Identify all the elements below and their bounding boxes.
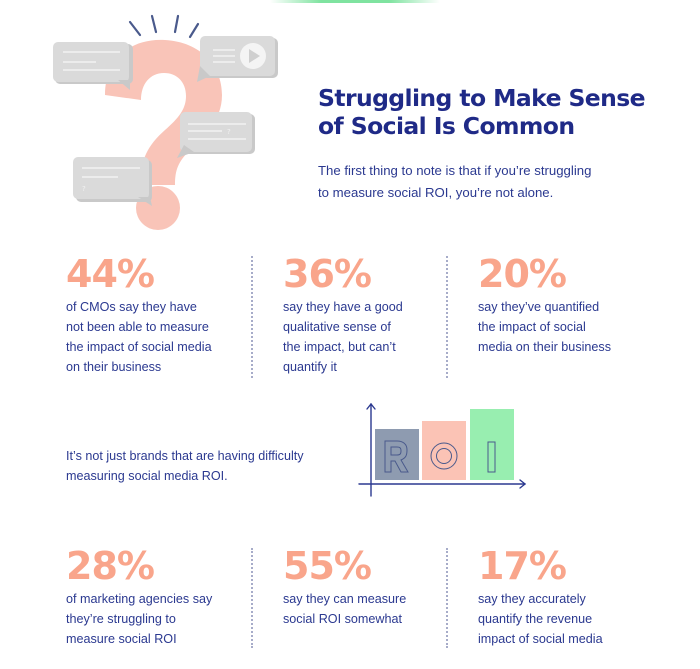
subtitle-line-1: The first thing to note is that if you’r… [318,163,592,178]
stat-description: say they accurately quantify the revenue… [478,592,603,646]
stat-description: say they’ve quantified the impact of soc… [478,300,612,354]
title-line-1: Struggling to Make Sense [318,84,646,112]
stat-description: of CMOs say they have not been able to m… [66,300,212,374]
subtitle-line-2: to measure social ROI, you’re not alone. [318,185,554,200]
chat-bubble-question-icon: ? [177,112,255,158]
top-accent-bar [270,0,440,3]
stat-value: 28% [66,544,155,588]
stat-agencies-struggling: 28% of marketing agencies say they’re st… [66,547,241,649]
question-mark-illustration: ? ? [53,14,278,230]
page-title: Struggling to Make Sense of Social Is Co… [318,84,678,140]
stat-value: 44% [66,252,155,296]
roi-bar-i [470,409,514,480]
title-line-2: of Social Is Common [318,112,575,140]
stat-description: of marketing agencies say they’re strugg… [66,592,213,646]
svg-text:?: ? [82,185,86,193]
stat-value: 17% [478,544,567,588]
agencies-intro-text: It’s not just brands that are having dif… [66,449,304,483]
stat-measure-somewhat: 55% say they can measure social ROI some… [283,547,458,629]
stat-value: 36% [283,252,372,296]
chat-bubble-icon-2: ? [73,157,152,206]
chat-bubble-icon [53,42,133,90]
chart-axes [358,402,527,497]
column-divider [446,256,448,378]
stat-description: say they have a good qualitative sense o… [283,300,403,374]
stat-description: say they can measure social ROI somewhat [283,592,407,626]
letter-i-icon [487,441,496,473]
play-icon [249,49,260,63]
column-divider [446,548,448,648]
page-subtitle: The first thing to note is that if you’r… [318,160,638,204]
stat-value: 55% [283,544,372,588]
attention-rays-icon [128,14,200,39]
column-divider [251,548,253,648]
stat-qualitative-sense: 36% say they have a good qualitative sen… [283,255,458,377]
stat-cmos-not-measured: 44% of CMOs say they have not been able … [66,255,241,377]
roi-bar-o [422,421,466,480]
svg-text:?: ? [227,128,231,136]
stat-accurately-quantify: 17% say they accurately quantify the rev… [478,547,653,649]
stat-quantified-impact: 20% say they’ve quantified the impact of… [478,255,653,357]
letter-r-icon [384,440,409,473]
roi-bar-chart-illustration [358,402,527,497]
column-divider [251,256,253,378]
video-chat-bubble-icon [197,36,278,82]
stat-value: 20% [478,252,567,296]
letter-o-icon [430,442,458,470]
